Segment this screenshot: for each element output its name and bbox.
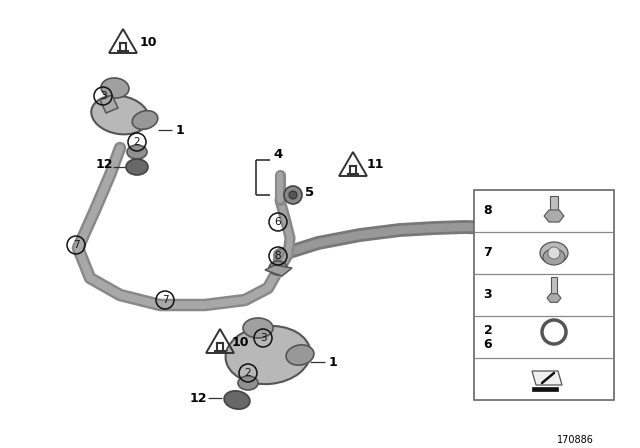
Polygon shape bbox=[551, 277, 557, 298]
Ellipse shape bbox=[101, 78, 129, 98]
Circle shape bbox=[284, 186, 302, 204]
Ellipse shape bbox=[225, 326, 310, 384]
Polygon shape bbox=[532, 387, 558, 391]
Text: 11: 11 bbox=[366, 159, 384, 172]
Text: 6: 6 bbox=[275, 217, 282, 227]
Polygon shape bbox=[532, 371, 562, 385]
Ellipse shape bbox=[127, 145, 147, 159]
Text: 1: 1 bbox=[328, 356, 337, 369]
Ellipse shape bbox=[243, 318, 273, 338]
Text: 12: 12 bbox=[189, 392, 207, 405]
Text: 10: 10 bbox=[140, 36, 157, 49]
Ellipse shape bbox=[583, 267, 596, 277]
Ellipse shape bbox=[540, 242, 568, 264]
Circle shape bbox=[289, 191, 297, 199]
Ellipse shape bbox=[92, 95, 148, 134]
Text: 12: 12 bbox=[95, 159, 113, 172]
Text: 1: 1 bbox=[175, 124, 184, 137]
Text: 2: 2 bbox=[244, 368, 252, 378]
Text: 3: 3 bbox=[260, 333, 266, 343]
Text: 7: 7 bbox=[484, 246, 492, 259]
Text: 10: 10 bbox=[231, 336, 249, 349]
Ellipse shape bbox=[543, 249, 565, 265]
Text: 6: 6 bbox=[484, 337, 492, 350]
Text: 9: 9 bbox=[490, 207, 500, 220]
Polygon shape bbox=[547, 294, 561, 302]
Text: 4: 4 bbox=[273, 148, 283, 161]
Ellipse shape bbox=[238, 376, 258, 390]
Text: 3: 3 bbox=[484, 289, 492, 302]
Text: 170886: 170886 bbox=[557, 435, 593, 445]
Polygon shape bbox=[265, 265, 292, 276]
Text: 5: 5 bbox=[305, 185, 315, 198]
Text: 7: 7 bbox=[162, 295, 168, 305]
Polygon shape bbox=[544, 210, 564, 222]
Text: 2: 2 bbox=[484, 323, 492, 336]
FancyBboxPatch shape bbox=[474, 190, 614, 400]
Circle shape bbox=[548, 247, 560, 259]
Ellipse shape bbox=[132, 111, 158, 129]
Text: 8: 8 bbox=[484, 204, 492, 217]
Ellipse shape bbox=[286, 345, 314, 365]
Ellipse shape bbox=[224, 391, 250, 409]
Text: 2: 2 bbox=[134, 137, 140, 147]
Ellipse shape bbox=[570, 256, 595, 274]
Text: 8: 8 bbox=[275, 251, 282, 261]
Ellipse shape bbox=[269, 261, 287, 275]
Polygon shape bbox=[100, 95, 118, 113]
Text: 3: 3 bbox=[100, 91, 106, 101]
Polygon shape bbox=[550, 196, 558, 216]
Text: 7: 7 bbox=[73, 240, 79, 250]
Ellipse shape bbox=[126, 159, 148, 175]
